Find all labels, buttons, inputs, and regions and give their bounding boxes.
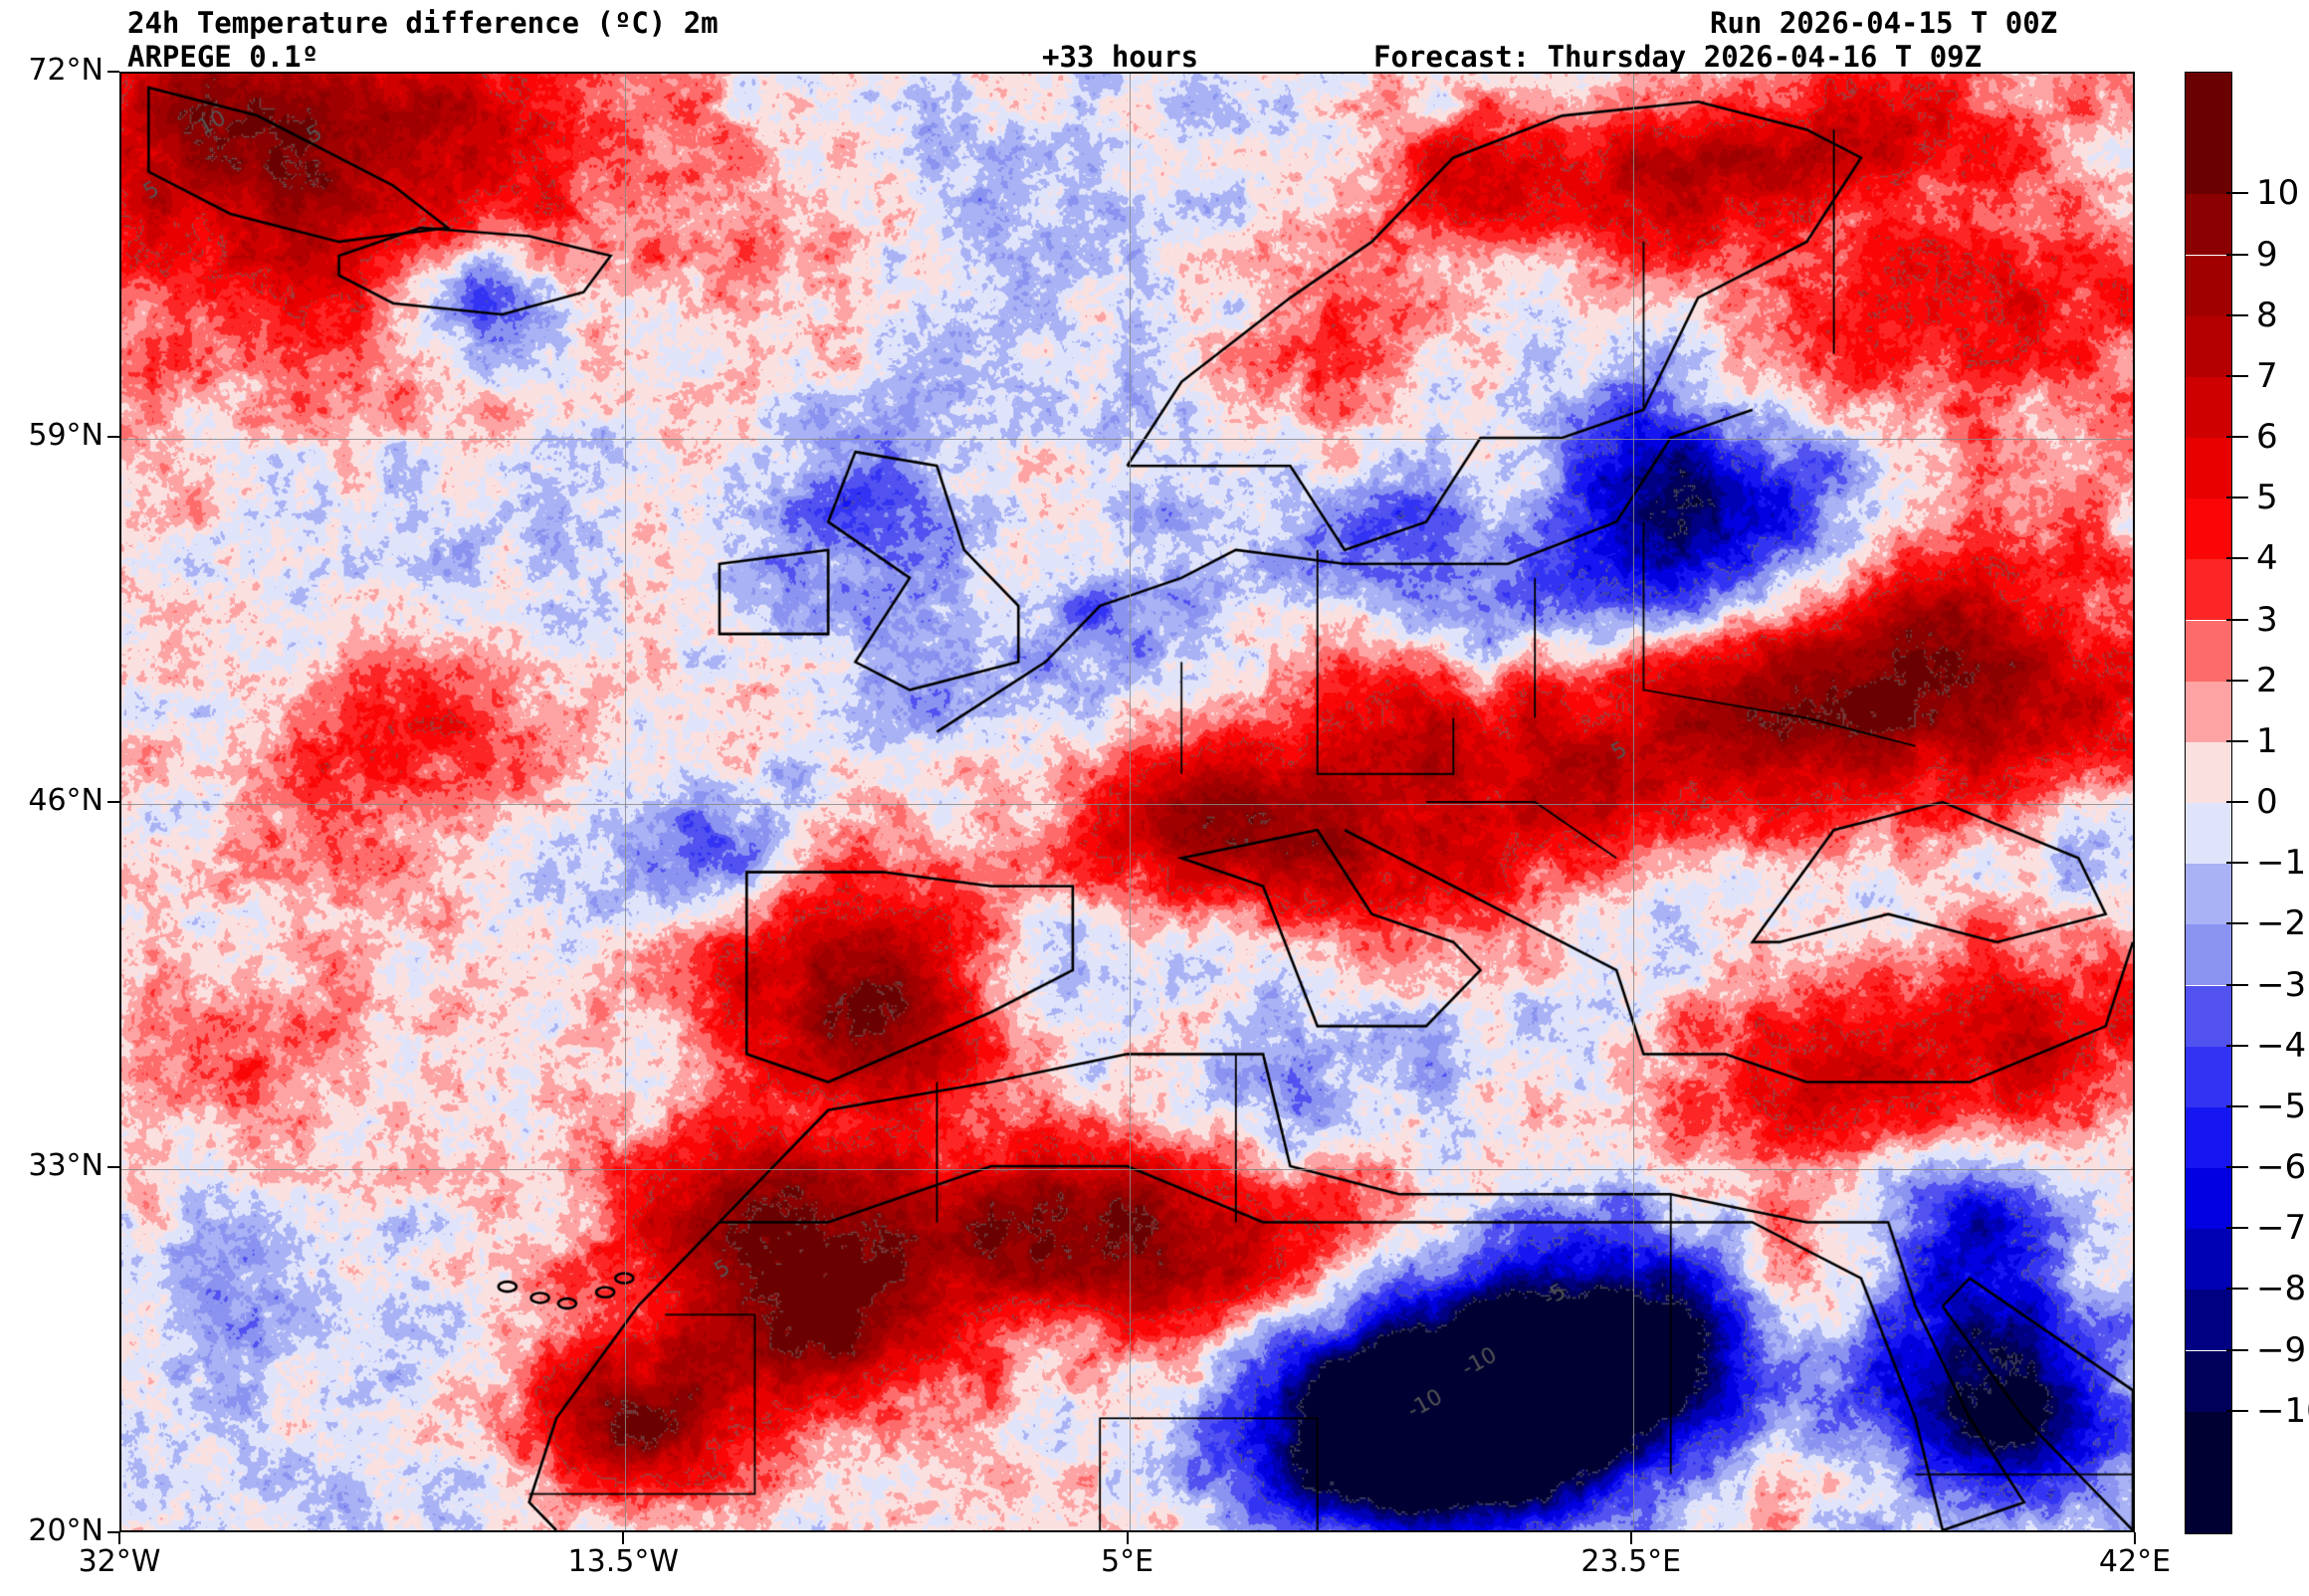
colorbar-tick-label: 6: [2256, 417, 2278, 457]
colorbar-tick-label: 8: [2256, 295, 2278, 335]
colorbar-band: [2186, 315, 2231, 377]
colorbar-tick: [2226, 436, 2248, 438]
colorbar-tick: [2226, 1348, 2248, 1351]
colorbar-band: [2186, 73, 2231, 195]
colorbar-band: [2186, 1229, 2231, 1291]
page-title: 24h Temperature difference (ºC) 2m: [127, 6, 719, 40]
colorbar-tick-label: 2: [2256, 660, 2278, 700]
x-axis-label: 5°E: [1100, 1544, 1154, 1579]
colorbar-tick: [2226, 1409, 2248, 1412]
colorbar-band: [2186, 376, 2231, 438]
x-axis-label: 32°W: [78, 1544, 161, 1579]
temperature-anomaly-field: [121, 74, 2133, 1530]
colorbar-tick: [2226, 1288, 2248, 1291]
colorbar-band: [2186, 924, 2231, 986]
colorbar-band: [2186, 620, 2231, 682]
colorbar-tick: [2226, 497, 2248, 499]
colorbar-tick-label: 5: [2256, 478, 2278, 518]
colorbar-tick: [2226, 983, 2248, 986]
colorbar-tick-label: −6: [2256, 1147, 2307, 1187]
model-run-label: Run 2026-04-15 T 00Z: [1710, 6, 2058, 40]
colorbar-band: [2186, 1046, 2231, 1107]
colorbar-band: [2186, 741, 2231, 803]
x-axis-tick: [622, 1532, 625, 1544]
colorbar-tick-label: −1: [2256, 843, 2307, 884]
y-axis-tick: [107, 71, 119, 73]
colorbar-tick-label: 7: [2256, 355, 2278, 396]
colorbar-tick-label: −2: [2256, 903, 2307, 944]
model-name-label: ARPEGE 0.1º: [127, 40, 319, 74]
colorbar-tick: [2226, 922, 2248, 925]
colorbar-band: [2186, 255, 2231, 316]
x-axis-tick: [1629, 1532, 1632, 1544]
colorbar-tick: [2226, 374, 2248, 377]
map-plot-area: [119, 72, 2135, 1532]
colorbar-band: [2186, 864, 2231, 925]
colorbar-tick-label: 1: [2256, 720, 2278, 761]
colorbar-tick: [2226, 862, 2248, 865]
colorbar-tick: [2226, 192, 2248, 195]
y-axis-label: 72°N: [28, 53, 104, 88]
colorbar-tick: [2226, 618, 2248, 621]
colorbar-tick: [2226, 1166, 2248, 1168]
colorbar-tick-label: 0: [2256, 782, 2278, 822]
colorbar-tick-label: −9: [2256, 1329, 2307, 1370]
x-axis-tick: [118, 1532, 120, 1544]
colorbar-band: [2186, 1350, 2231, 1412]
colorbar-band: [2186, 1106, 2231, 1168]
colorbar-tick-label: −4: [2256, 1025, 2307, 1066]
y-axis-tick: [107, 436, 119, 438]
colorbar-tick: [2226, 1104, 2248, 1107]
colorbar-tick-label: 3: [2256, 599, 2278, 640]
y-axis-tick: [107, 1531, 119, 1533]
colorbar-tick-label: −8: [2256, 1269, 2307, 1309]
colorbar-band: [2186, 1290, 2231, 1351]
colorbar-tick-label: −7: [2256, 1208, 2307, 1249]
colorbar-gradient: [2186, 73, 2231, 1533]
colorbar-tick: [2226, 801, 2248, 803]
colorbar-band: [2186, 194, 2231, 256]
y-axis-label: 33°N: [28, 1148, 104, 1183]
y-axis-tick: [107, 801, 119, 803]
chart-header: 24h Temperature difference (ºC) 2m ARPEG…: [0, 0, 2309, 74]
x-axis-label: 42°E: [2098, 1544, 2172, 1579]
colorbar-band: [2186, 681, 2231, 742]
y-axis-tick: [107, 1166, 119, 1168]
colorbar-band: [2186, 499, 2231, 560]
colorbar-tick: [2226, 253, 2248, 256]
y-axis-label: 59°N: [28, 418, 104, 453]
lead-time-label: +33 hours: [1042, 40, 1199, 74]
colorbar-tick: [2226, 313, 2248, 316]
colorbar: [2185, 72, 2232, 1534]
colorbar-tick: [2226, 1227, 2248, 1230]
colorbar-band: [2186, 1168, 2231, 1230]
colorbar-band: [2186, 803, 2231, 865]
x-axis-label: 13.5°W: [567, 1544, 679, 1579]
colorbar-tick-label: 4: [2256, 538, 2278, 579]
x-axis-tick: [1126, 1532, 1129, 1544]
forecast-valid-label: Forecast: Thursday 2026-04-16 T 09Z: [1373, 40, 1983, 74]
colorbar-band: [2186, 559, 2231, 621]
colorbar-tick-label: −10: [2256, 1390, 2309, 1431]
x-axis-tick: [2134, 1532, 2136, 1544]
colorbar-band: [2186, 985, 2231, 1047]
y-axis-label: 46°N: [28, 783, 104, 818]
y-axis-label: 20°N: [28, 1513, 104, 1548]
colorbar-band: [2186, 438, 2231, 499]
colorbar-tick: [2226, 1044, 2248, 1047]
colorbar-tick-label: −5: [2256, 1086, 2307, 1126]
colorbar-tick-label: 9: [2256, 234, 2278, 275]
colorbar-tick: [2226, 679, 2248, 682]
colorbar-band: [2186, 1411, 2231, 1533]
colorbar-tick: [2226, 739, 2248, 742]
colorbar-tick-label: −3: [2256, 964, 2307, 1005]
x-axis-label: 23.5°E: [1580, 1544, 1682, 1579]
colorbar-tick: [2226, 557, 2248, 560]
colorbar-tick-label: 10: [2256, 173, 2300, 214]
